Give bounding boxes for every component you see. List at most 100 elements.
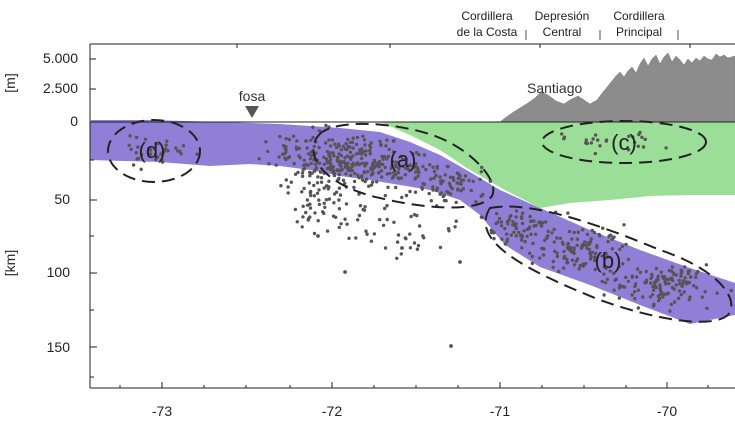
seismic-event — [570, 258, 575, 262]
seismic-event — [377, 170, 381, 175]
seismic-event — [638, 270, 643, 274]
seismic-event — [458, 182, 462, 186]
seismic-event — [445, 164, 449, 169]
seismic-event — [529, 219, 533, 223]
seismic-event — [400, 246, 404, 250]
seismic-event — [529, 232, 533, 236]
seismic-event — [317, 202, 322, 207]
seismic-event — [401, 158, 405, 162]
seismic-event — [357, 163, 361, 167]
seismic-event — [568, 248, 573, 252]
seismic-event — [467, 178, 471, 183]
seismic-event — [608, 269, 612, 273]
seismic-event — [567, 229, 572, 234]
seismic-event — [316, 219, 320, 223]
seismic-event — [343, 162, 348, 166]
seismic-event — [504, 232, 509, 236]
seismic-event — [530, 254, 534, 259]
seismic-event — [391, 150, 396, 154]
seismic-event — [604, 251, 608, 256]
seismic-event — [341, 178, 346, 182]
seismic-event — [372, 232, 377, 236]
seismic-event — [343, 217, 347, 221]
seismic-event — [363, 205, 367, 209]
subducting-slab — [90, 120, 735, 324]
seismic-event — [641, 145, 646, 149]
seismic-event — [582, 240, 587, 244]
seismic-event — [305, 146, 309, 150]
seismic-event — [349, 157, 353, 161]
zone-label-c: (c) — [611, 130, 637, 155]
seismic-event — [324, 198, 329, 202]
seismic-event — [287, 155, 292, 159]
seismic-event — [592, 230, 597, 235]
seismic-event — [414, 176, 418, 180]
seismic-event — [461, 178, 466, 182]
seismic-event — [602, 293, 606, 297]
seismic-event — [408, 232, 412, 236]
seismic-event — [302, 163, 306, 167]
seismic-event — [408, 189, 412, 194]
seismic-event — [315, 181, 320, 185]
seismic-event — [519, 215, 524, 219]
seismic-event — [656, 294, 661, 298]
seismic-event — [302, 158, 306, 162]
seismic-event — [366, 170, 370, 174]
seismic-event — [358, 148, 362, 152]
seismic-event — [413, 164, 418, 168]
seismic-event — [704, 263, 709, 267]
seismic-event — [346, 137, 350, 141]
seismic-event — [377, 165, 381, 169]
topo-tick-5000: 5.000 — [43, 50, 78, 66]
seismic-event — [657, 296, 662, 301]
seismic-event — [653, 283, 657, 288]
seismic-event — [463, 174, 468, 178]
seismic-event — [352, 179, 357, 184]
seismic-event — [380, 175, 384, 179]
seismic-event — [424, 167, 428, 172]
seismic-event — [479, 215, 484, 219]
seismic-event — [651, 304, 656, 308]
seismic-event — [633, 284, 637, 289]
seismic-event — [378, 139, 382, 143]
seismic-event — [367, 184, 371, 188]
seismic-event — [284, 150, 288, 155]
seismic-event — [305, 198, 310, 202]
seismic-event — [434, 173, 438, 178]
seismic-event — [575, 257, 580, 261]
seismic-event — [128, 134, 132, 138]
seismic-event — [626, 279, 631, 283]
continental-crust — [380, 122, 735, 208]
seismic-event — [429, 177, 433, 181]
seismic-event — [322, 186, 326, 190]
seismic-event — [281, 143, 286, 148]
seismic-event — [585, 246, 589, 250]
seismic-event — [669, 302, 673, 307]
seismic-event — [514, 215, 518, 219]
seismic-event — [379, 169, 384, 173]
seismic-event — [371, 180, 375, 184]
seismic-event — [317, 188, 321, 192]
seismic-event — [694, 272, 698, 276]
seismic-event — [332, 192, 337, 196]
seismic-event — [562, 135, 567, 139]
seismic-event — [492, 231, 496, 235]
seismic-event — [686, 271, 690, 276]
seismic-event — [364, 177, 369, 181]
seismic-event — [339, 164, 343, 168]
seismic-event — [385, 138, 389, 142]
seismic-event — [409, 214, 413, 219]
seismic-event — [449, 344, 453, 348]
seismic-event — [658, 288, 663, 293]
seismic-event — [392, 138, 396, 143]
seismic-event — [378, 217, 382, 222]
seismic-event — [143, 137, 148, 141]
zone-label-d: (d) — [139, 138, 166, 163]
seismic-event — [313, 211, 317, 215]
seismic-event — [566, 211, 570, 215]
seismic-event — [566, 241, 570, 246]
seismic-event — [166, 149, 170, 153]
seismic-event — [432, 176, 436, 180]
seismic-event — [322, 162, 327, 166]
region-central-line2: Central — [543, 25, 582, 39]
